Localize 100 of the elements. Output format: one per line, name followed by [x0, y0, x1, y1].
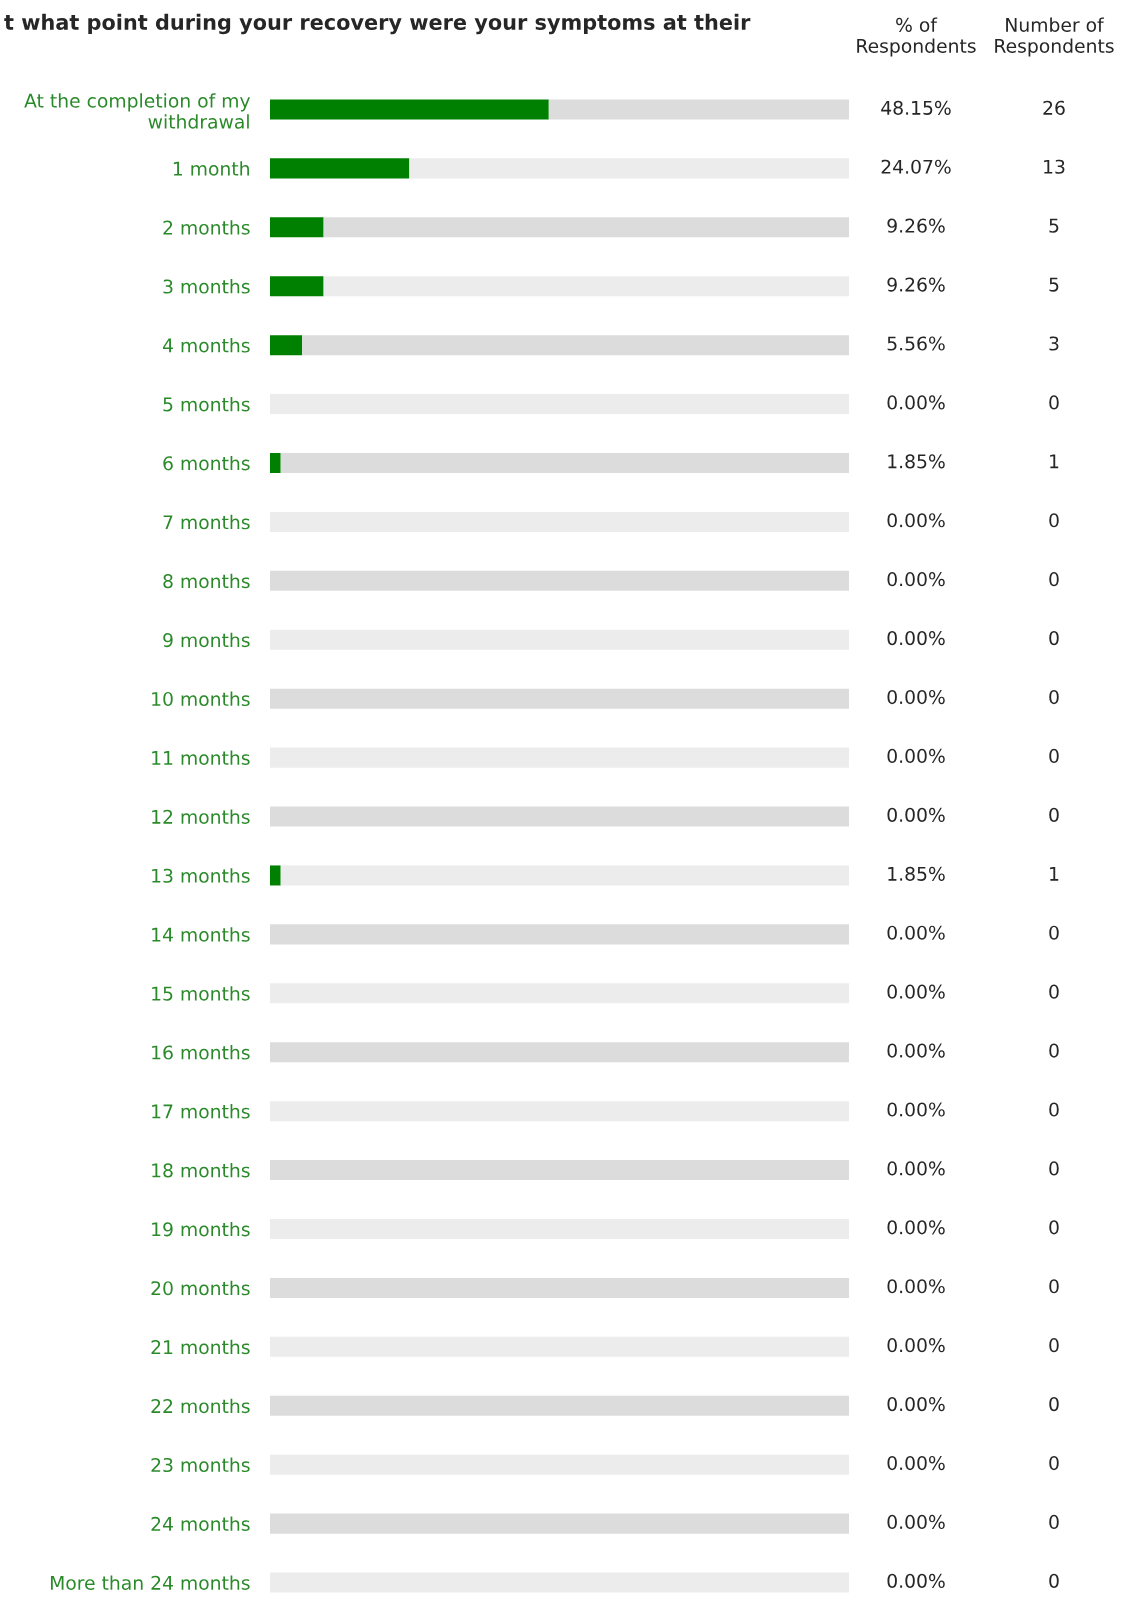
data-label: 0.00% [887, 572, 945, 587]
y-tick-label: 23 months [151, 1457, 250, 1473]
y-tick-label: 14 months [152, 927, 250, 942]
bar [270, 452, 281, 474]
text: 5 [1049, 218, 1059, 233]
data-label: 24.07% [881, 159, 951, 174]
bar [270, 570, 849, 591]
y-tick-label: 6 months [163, 455, 250, 471]
bar [270, 1513, 849, 1534]
y-tick-label: 2 months [163, 220, 250, 235]
bar [270, 99, 549, 120]
bar [270, 924, 849, 945]
text: 5 [1049, 277, 1059, 292]
data-label: 0.00% [887, 1279, 945, 1294]
text: 0 [1049, 984, 1059, 999]
text: 0 [1049, 1455, 1059, 1471]
y-tick-label: 11 months [152, 750, 250, 766]
y-tick-label: 17 months [152, 1104, 250, 1119]
bar [302, 335, 849, 356]
bar [280, 452, 849, 474]
chart-title: t what point during your recovery were your symptoms at their [4, 13, 751, 35]
bar [280, 865, 849, 886]
data-label: 0.00% [887, 1220, 945, 1235]
text: 0 [1049, 807, 1059, 822]
y-tick-label: 7 months [163, 514, 250, 530]
data-label: 0.00% [887, 1338, 945, 1353]
text: 1 [1050, 454, 1059, 469]
bar [270, 217, 324, 238]
bar [270, 865, 281, 886]
text: 3 [1049, 336, 1059, 351]
text: 0 [1049, 1397, 1059, 1412]
data-label: 9.26% [887, 277, 945, 292]
text: 1 [1050, 866, 1059, 881]
text: 0 [1049, 1514, 1059, 1530]
data-label: 0.00% [887, 1514, 945, 1530]
text: 0 [1049, 1220, 1059, 1235]
y-tick-label: At the completion of my withdrawal [24, 93, 250, 129]
bar [323, 217, 849, 238]
y-tick-label: 18 months [152, 1162, 250, 1178]
y-tick-label: 15 months [152, 986, 250, 1001]
y-tick-label: 8 months [163, 573, 250, 589]
text: 0 [1049, 572, 1059, 587]
y-tick-label: 4 months [162, 338, 250, 353]
data-label: 0.00% [887, 1043, 945, 1058]
data-label: 0.00% [887, 925, 945, 940]
data-label: 9.26% [887, 218, 945, 233]
data-label: 0.00% [887, 1102, 945, 1117]
data-label: 1.85% [888, 866, 945, 881]
text: 0 [1049, 513, 1059, 528]
y-tick-label: 22 months [151, 1398, 250, 1414]
text: 0 [1049, 748, 1059, 764]
bar [270, 1395, 849, 1416]
text: 0 [1049, 631, 1059, 646]
data-label: 0.00% [887, 1397, 945, 1412]
bar [409, 158, 849, 179]
text: 0 [1049, 1043, 1059, 1058]
text: 0 [1049, 1338, 1059, 1353]
data-label: 0.00% [887, 689, 945, 705]
text: % of Respondents [857, 17, 976, 57]
y-tick-label: 24 months [151, 1516, 250, 1532]
y-tick-label: 16 months [152, 1045, 250, 1060]
y-tick-label: 10 months [152, 691, 250, 707]
data-label: 0.00% [887, 748, 945, 764]
data-label: 5.56% [887, 336, 945, 351]
bar [270, 1042, 849, 1063]
bar [270, 158, 410, 179]
text: 0 [1049, 689, 1059, 705]
y-tick-label: 20 months [151, 1280, 250, 1296]
y-tick-label: More than 24 months [50, 1575, 250, 1590]
bar [548, 99, 849, 120]
data-label: 0.00% [887, 807, 945, 822]
text: 0 [1049, 1161, 1059, 1176]
bar [270, 335, 303, 356]
y-tick-label: 5 months [163, 396, 250, 412]
data-label: 0.00% [887, 1573, 945, 1588]
text: 13 [1044, 159, 1065, 174]
text: 0 [1049, 1279, 1059, 1294]
bar [270, 1160, 849, 1181]
y-tick-label: 9 months [163, 632, 250, 648]
y-tick-label: 21 months [151, 1339, 250, 1355]
data-label: 0.00% [887, 513, 945, 528]
text: 0 [1049, 1573, 1059, 1588]
bar [323, 276, 849, 297]
text: Number of Respondents [995, 17, 1114, 57]
data-label: 1.85% [888, 454, 945, 469]
data-label: 0.00% [887, 395, 945, 410]
data-label: 0.00% [887, 631, 945, 646]
bar [270, 1277, 849, 1298]
text: 0 [1049, 925, 1059, 940]
y-tick-label: 13 months [152, 868, 250, 883]
y-tick-label: 19 months [152, 1221, 250, 1237]
bar [270, 806, 849, 827]
y-tick-label: 1 month [173, 161, 249, 176]
y-tick-label: 12 months [152, 809, 250, 824]
text: 26 [1043, 100, 1065, 115]
data-label: 48.15% [881, 100, 951, 115]
bar [270, 276, 324, 297]
data-label: 0.00% [887, 1161, 945, 1176]
bar [270, 688, 849, 709]
text: 0 [1049, 1102, 1059, 1117]
